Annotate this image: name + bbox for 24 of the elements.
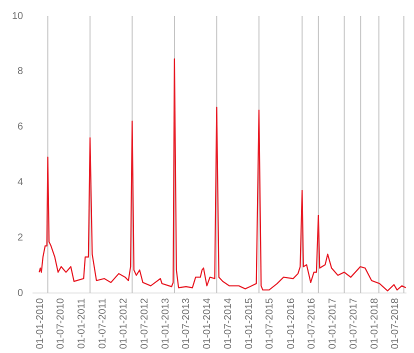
y-tick-label: 4 [18,176,24,188]
y-tick-label: 8 [18,66,24,78]
y-tick-label: 6 [18,122,24,133]
x-tick-label: 01-07-2012 [139,298,150,350]
x-tick-label: 01-07-2017 [348,298,360,350]
x-tick-label: 01-07-2014 [222,298,234,350]
y-tick-label: 2 [18,232,24,244]
x-tick-label: 01-01-2011 [76,298,88,349]
y-tick-label: 10 [12,10,24,22]
x-tick-label: 01-01-2015 [244,298,255,350]
y-tick-label: 0 [18,288,24,299]
x-tick-label: 01-01-2012 [118,298,130,350]
x-tick-label: 01-07-2013 [181,298,192,350]
x-tick-label: 01-01-2013 [160,298,172,350]
x-tick-label: 01-01-2017 [328,298,339,350]
x-tick-label: 01-07-2015 [264,298,276,350]
x-tick-label: 01-01-2018 [369,298,380,350]
x-tick-label: 01-01-2016 [286,298,297,350]
x-tick-label: 01-07-2011 [97,298,108,349]
x-tick-label: 01-01-2010 [34,298,46,350]
x-tick-label: 01-07-2010 [56,298,67,350]
x-tick-label: 01-01-2014 [202,298,214,350]
x-tick-label: 01-07-2018 [390,298,402,350]
x-tick-label: 01-07-2016 [306,298,318,350]
